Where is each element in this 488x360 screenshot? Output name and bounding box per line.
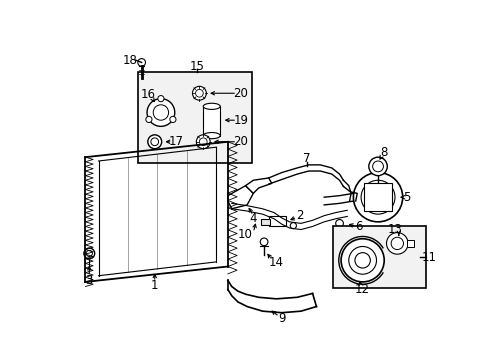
Ellipse shape <box>203 132 220 139</box>
Text: 20: 20 <box>233 87 248 100</box>
Circle shape <box>341 239 384 282</box>
Text: 6: 6 <box>354 220 362 233</box>
Circle shape <box>145 116 152 122</box>
Circle shape <box>138 59 145 66</box>
Bar <box>261 219 270 225</box>
Circle shape <box>368 157 386 176</box>
Circle shape <box>84 248 95 259</box>
Text: 15: 15 <box>189 60 204 73</box>
Text: 20: 20 <box>233 135 248 148</box>
Ellipse shape <box>203 103 220 109</box>
Polygon shape <box>227 186 253 209</box>
Text: 17: 17 <box>168 135 183 148</box>
Text: 3: 3 <box>85 274 93 287</box>
Circle shape <box>386 233 407 254</box>
Bar <box>203 106 220 136</box>
Polygon shape <box>245 178 271 193</box>
Circle shape <box>353 172 402 222</box>
Text: 14: 14 <box>268 256 284 269</box>
Circle shape <box>147 135 162 149</box>
Circle shape <box>360 180 394 214</box>
Text: 16: 16 <box>140 88 155 101</box>
Bar <box>138 72 251 163</box>
Circle shape <box>196 135 210 149</box>
Text: 4: 4 <box>249 212 257 225</box>
Circle shape <box>169 116 176 122</box>
Text: 9: 9 <box>278 312 285 325</box>
Circle shape <box>147 99 174 126</box>
Bar <box>333 226 425 288</box>
Text: 19: 19 <box>233 114 248 127</box>
Circle shape <box>260 238 267 246</box>
Text: 11: 11 <box>421 251 435 264</box>
Text: 1: 1 <box>151 279 158 292</box>
Text: 12: 12 <box>354 283 369 296</box>
Bar <box>406 239 413 247</box>
Text: 7: 7 <box>303 152 310 165</box>
Text: 10: 10 <box>238 228 252 240</box>
Text: 2: 2 <box>295 209 303 222</box>
Bar <box>268 216 285 226</box>
Circle shape <box>158 95 163 102</box>
Circle shape <box>192 86 206 100</box>
Text: 13: 13 <box>387 223 402 236</box>
Text: 5: 5 <box>402 191 409 204</box>
Text: 18: 18 <box>122 54 137 67</box>
Text: 8: 8 <box>380 146 387 159</box>
Bar <box>364 183 391 211</box>
